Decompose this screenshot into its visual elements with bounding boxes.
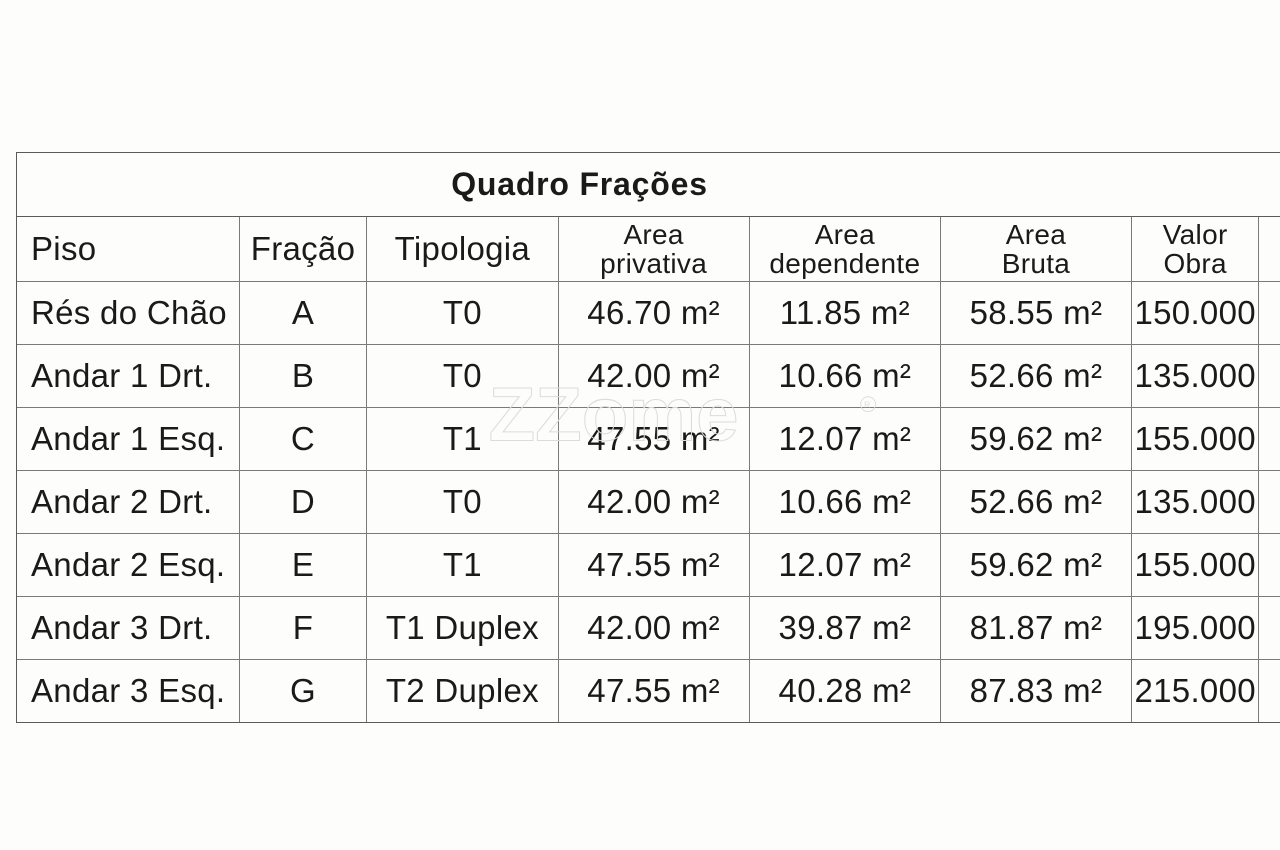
svg-text:R: R bbox=[864, 399, 870, 409]
svg-text:ZZome: ZZome bbox=[489, 375, 739, 457]
